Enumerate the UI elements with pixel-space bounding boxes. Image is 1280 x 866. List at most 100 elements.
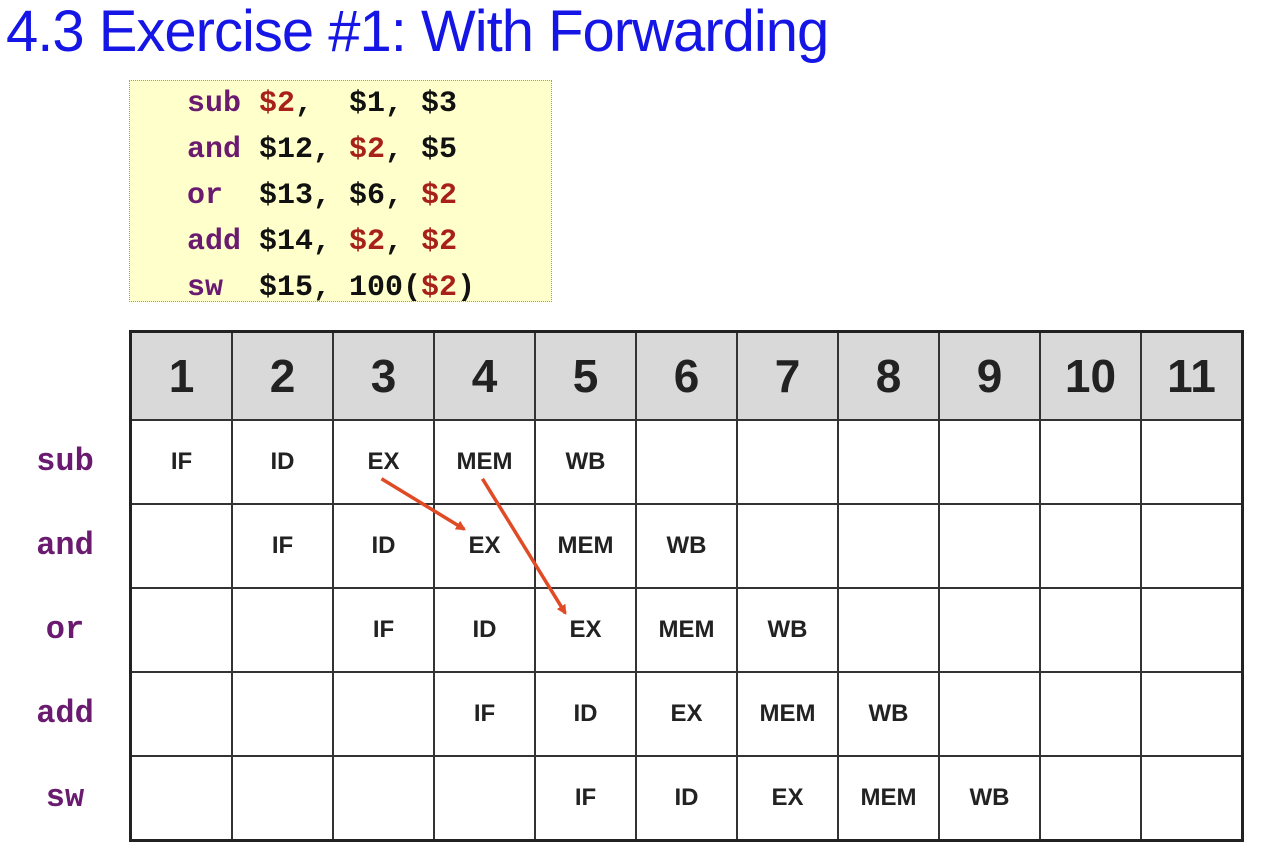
stage-cell	[1140, 755, 1244, 842]
stage-cell: IF	[534, 755, 637, 842]
instruction-label: sub	[36, 443, 94, 480]
cycle-header: 4	[433, 330, 536, 421]
stage-cell	[231, 755, 334, 842]
stage-cell	[129, 503, 233, 589]
stage-cell: ID	[231, 419, 334, 505]
register-highlight: $2	[259, 87, 296, 121]
stage-cell: IF	[231, 503, 334, 589]
register-highlight: $2	[421, 271, 458, 305]
opcode: add	[187, 225, 260, 259]
code-line: sw $15, 100($2)	[187, 265, 475, 311]
opcode: sub	[187, 87, 260, 121]
stage-cell	[1039, 755, 1142, 842]
operand: $15, 100(	[259, 271, 422, 305]
operand: $14,	[259, 225, 350, 259]
pipeline-row: IF ID EX MEM WB	[129, 587, 1244, 673]
stage-cell	[736, 503, 839, 589]
stage-cell	[129, 755, 233, 842]
cycle-header: 10	[1039, 330, 1142, 421]
stage-cell: ID	[635, 755, 738, 842]
cycle-header: 11	[1140, 330, 1244, 421]
stage-cell	[1140, 503, 1244, 589]
stage-cell: MEM	[534, 503, 637, 589]
cycle-header: 3	[332, 330, 435, 421]
pipeline-table: 1 2 3 4 5 6 7 8 9 10 11 IF ID EX MEM WB IF ID EX MEM WB IF ID…	[129, 330, 1244, 842]
code-line: or $13, $6, $2	[187, 173, 457, 219]
stage-cell	[938, 419, 1041, 505]
stage-cell: EX	[635, 671, 738, 757]
stage-cell: MEM	[837, 755, 940, 842]
stage-cell: ID	[534, 671, 637, 757]
cycle-header: 9	[938, 330, 1041, 421]
stage-cell	[1039, 419, 1142, 505]
instruction-label: add	[36, 695, 94, 732]
instruction-label: and	[36, 527, 94, 564]
stage-cell: MEM	[433, 419, 536, 505]
stage-cell: EX	[332, 419, 435, 505]
stage-cell	[837, 503, 940, 589]
stage-cell	[938, 587, 1041, 673]
stage-cell: MEM	[635, 587, 738, 673]
code-line: add $14, $2, $2	[187, 219, 457, 265]
cycle-header: 7	[736, 330, 839, 421]
stage-cell	[635, 419, 738, 505]
stage-cell: IF	[433, 671, 536, 757]
cycle-header: 5	[534, 330, 637, 421]
stage-cell: WB	[635, 503, 738, 589]
page-title: 4.3 Exercise #1: With Forwarding	[6, 0, 829, 64]
stage-cell: WB	[837, 671, 940, 757]
operand: )	[457, 271, 476, 305]
stage-cell: ID	[433, 587, 536, 673]
stage-cell	[1039, 587, 1142, 673]
pipeline-row: IF ID EX MEM WB	[129, 503, 1244, 589]
forwarding-arrow	[380, 477, 467, 531]
register-highlight: $2	[349, 133, 386, 167]
stage-cell: EX	[736, 755, 839, 842]
stage-cell	[1039, 671, 1142, 757]
stage-cell	[1039, 503, 1142, 589]
stage-cell	[1140, 587, 1244, 673]
stage-cell: WB	[736, 587, 839, 673]
instruction-label: or	[45, 611, 85, 648]
register-highlight: $2	[421, 225, 458, 259]
stage-cell	[129, 671, 233, 757]
stage-cell: EX	[534, 587, 637, 673]
cycle-header: 8	[837, 330, 940, 421]
operand: $13, $6,	[259, 179, 422, 213]
instruction-label: sw	[45, 779, 85, 817]
operand: ,	[385, 225, 422, 259]
stage-cell	[129, 587, 233, 673]
opcode: sw	[187, 271, 260, 305]
stage-cell	[1140, 419, 1244, 505]
stage-cell	[231, 587, 334, 673]
operand: , $5	[385, 133, 458, 167]
stage-cell: ID	[332, 503, 435, 589]
register-highlight: $2	[349, 225, 386, 259]
cycle-header: 1	[129, 330, 233, 421]
operand: $1, $3	[349, 87, 458, 121]
opcode: and	[187, 133, 260, 167]
stage-cell: WB	[534, 419, 637, 505]
stage-cell	[938, 671, 1041, 757]
code-listing: sub $2, $1, $3 and $12, $2, $5 or $13, $…	[129, 80, 552, 305]
stage-cell	[1140, 671, 1244, 757]
stage-cell	[433, 755, 536, 842]
forwarding-arrow	[480, 477, 567, 615]
operand: $12,	[259, 133, 350, 167]
stage-cell	[231, 671, 334, 757]
stage-cell: IF	[332, 587, 435, 673]
stage-cell: IF	[129, 419, 233, 505]
pipeline-body: IF ID EX MEM WB IF ID EX MEM WB IF ID EX MEM WB IF ID EX M…	[129, 419, 1244, 842]
pipeline-row: IF ID EX MEM WB	[129, 755, 1244, 842]
stage-cell	[332, 671, 435, 757]
stage-cell: MEM	[736, 671, 839, 757]
code-line: sub $2, $1, $3	[187, 81, 457, 127]
stage-cell	[736, 419, 839, 505]
stage-cell	[938, 503, 1041, 589]
stage-cell	[837, 587, 940, 673]
operand: ,	[295, 87, 350, 121]
stage-cell	[837, 419, 940, 505]
register-highlight: $2	[421, 179, 458, 213]
cycle-header: 6	[635, 330, 738, 421]
